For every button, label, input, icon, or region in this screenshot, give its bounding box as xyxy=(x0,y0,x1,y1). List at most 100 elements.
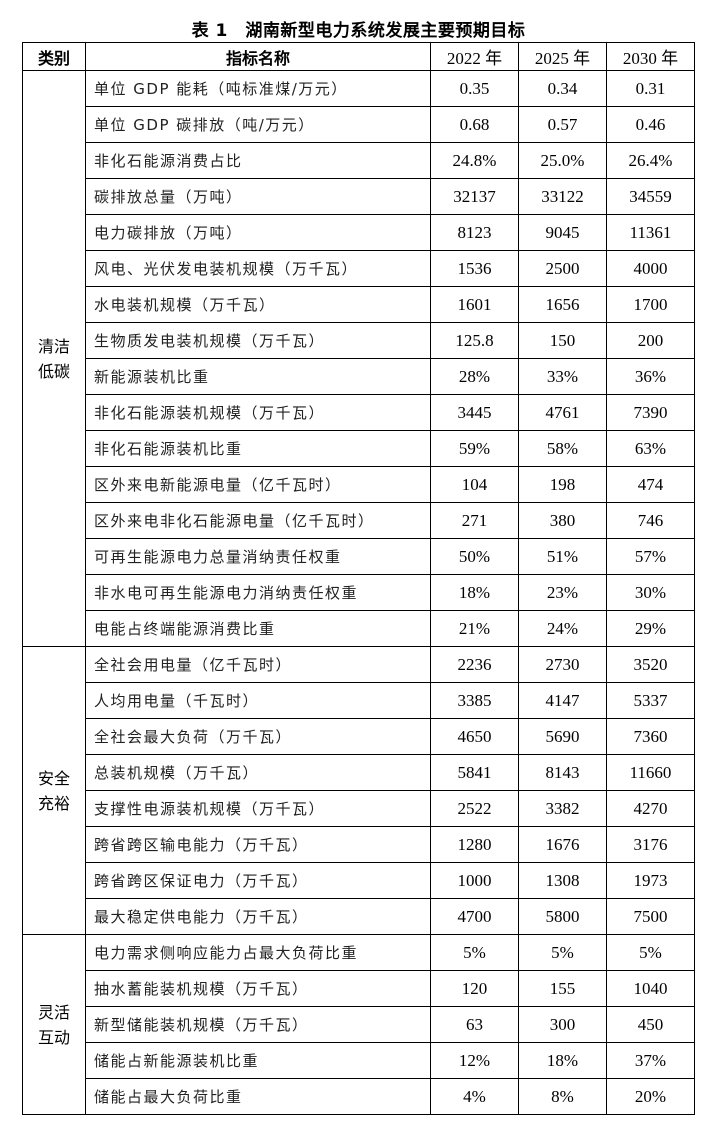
indicator-name: 电力需求侧响应能力占最大负荷比重 xyxy=(85,934,431,971)
indicator-name: 电能占终端能源消费比重 xyxy=(85,610,431,647)
table-row: 水电装机规模（万千瓦） 1601 1656 1700 xyxy=(23,286,695,323)
indicator-name: 非水电可再生能源电力消纳责任权重 xyxy=(85,574,431,611)
value-2022: 4% xyxy=(430,1078,519,1115)
value-2025: 155 xyxy=(518,970,607,1007)
value-2025: 2730 xyxy=(518,646,607,683)
value-2025: 51% xyxy=(518,538,607,575)
indicator-name: 水电装机规模（万千瓦） xyxy=(85,286,431,323)
value-2022: 120 xyxy=(430,970,519,1007)
value-2022: 63 xyxy=(430,1006,519,1043)
indicator-name: 电力碳排放（万吨） xyxy=(85,214,431,251)
value-2030: 26.4% xyxy=(606,142,695,179)
value-2025: 5800 xyxy=(518,898,607,935)
table-row: 最大稳定供电能力（万千瓦） 4700 5800 7500 xyxy=(23,898,695,935)
value-2030: 0.46 xyxy=(606,106,695,143)
value-2022: 12% xyxy=(430,1042,519,1079)
indicator-name: 可再生能源电力总量消纳责任权重 xyxy=(85,538,431,575)
table-row: 新型储能装机规模（万千瓦） 63 300 450 xyxy=(23,1006,695,1043)
value-2022: 5841 xyxy=(430,754,519,791)
value-2025: 9045 xyxy=(518,214,607,251)
value-2022: 125.8 xyxy=(430,322,519,359)
value-2030: 450 xyxy=(606,1006,695,1043)
value-2025: 4761 xyxy=(518,394,607,431)
value-2030: 4000 xyxy=(606,250,695,287)
value-2030: 20% xyxy=(606,1078,695,1115)
value-2030: 1700 xyxy=(606,286,695,323)
indicator-name: 总装机规模（万千瓦） xyxy=(85,754,431,791)
indicator-name: 单位 GDP 能耗（吨标准煤/万元） xyxy=(85,70,431,107)
value-2030: 7500 xyxy=(606,898,695,935)
table-row: 生物质发电装机规模（万千瓦） 125.8 150 200 xyxy=(23,322,695,359)
value-2030: 11660 xyxy=(606,754,695,791)
value-2030: 3176 xyxy=(606,826,695,863)
indicator-name: 风电、光伏发电装机规模（万千瓦） xyxy=(85,250,431,287)
value-2025: 1676 xyxy=(518,826,607,863)
value-2030: 34559 xyxy=(606,178,695,215)
indicator-name: 储能占新能源装机比重 xyxy=(85,1042,431,1079)
table-row: 可再生能源电力总量消纳责任权重 50% 51% 57% xyxy=(23,538,695,575)
indicator-name: 单位 GDP 碳排放（吨/万元） xyxy=(85,106,431,143)
value-2030: 5337 xyxy=(606,682,695,719)
value-2022: 18% xyxy=(430,574,519,611)
value-2025: 8143 xyxy=(518,754,607,791)
value-2025: 24% xyxy=(518,610,607,647)
value-2025: 8% xyxy=(518,1078,607,1115)
value-2022: 3385 xyxy=(430,682,519,719)
indicator-name: 非化石能源消费占比 xyxy=(85,142,431,179)
value-2022: 1601 xyxy=(430,286,519,323)
value-2025: 300 xyxy=(518,1006,607,1043)
value-2022: 5% xyxy=(430,934,519,971)
table-row: 人均用电量（千瓦时） 3385 4147 5337 xyxy=(23,682,695,719)
targets-table: 类别 指标名称 2022 年 2025 年 2030 年 清洁 低碳 单位 GDP… xyxy=(22,42,695,1115)
value-2030: 7390 xyxy=(606,394,695,431)
header-indicator: 指标名称 xyxy=(85,42,431,71)
value-2022: 1000 xyxy=(430,862,519,899)
value-2030: 4270 xyxy=(606,790,695,827)
value-2030: 36% xyxy=(606,358,695,395)
category-cell: 清洁 低碳 xyxy=(22,70,86,647)
value-2025: 380 xyxy=(518,502,607,539)
value-2025: 33122 xyxy=(518,178,607,215)
value-2022: 50% xyxy=(430,538,519,575)
table-row: 非化石能源装机比重 59% 58% 63% xyxy=(23,430,695,467)
category-cell: 灵活 互动 xyxy=(22,934,86,1115)
indicator-name: 最大稳定供电能力（万千瓦） xyxy=(85,898,431,935)
value-2022: 4650 xyxy=(430,718,519,755)
table-row: 非化石能源装机规模（万千瓦） 3445 4761 7390 xyxy=(23,394,695,431)
value-2030: 30% xyxy=(606,574,695,611)
value-2030: 63% xyxy=(606,430,695,467)
value-2025: 25.0% xyxy=(518,142,607,179)
value-2025: 198 xyxy=(518,466,607,503)
value-2030: 1973 xyxy=(606,862,695,899)
value-2025: 5% xyxy=(518,934,607,971)
header-2022: 2022 年 xyxy=(430,42,519,71)
table-title: 表 1 湖南新型电力系统发展主要预期目标 xyxy=(191,21,526,41)
table-row: 非水电可再生能源电力消纳责任权重 18% 23% 30% xyxy=(23,574,695,611)
value-2030: 7360 xyxy=(606,718,695,755)
value-2022: 0.35 xyxy=(430,70,519,107)
value-2022: 8123 xyxy=(430,214,519,251)
value-2022: 1536 xyxy=(430,250,519,287)
value-2025: 2500 xyxy=(518,250,607,287)
value-2030: 474 xyxy=(606,466,695,503)
table-row: 跨省跨区保证电力（万千瓦） 1000 1308 1973 xyxy=(23,862,695,899)
value-2025: 33% xyxy=(518,358,607,395)
value-2025: 4147 xyxy=(518,682,607,719)
header-2030: 2030 年 xyxy=(606,42,695,71)
table-row: 电力碳排放（万吨） 8123 9045 11361 xyxy=(23,214,695,251)
indicator-name: 非化石能源装机规模（万千瓦） xyxy=(85,394,431,431)
value-2022: 3445 xyxy=(430,394,519,431)
table-row: 非化石能源消费占比 24.8% 25.0% 26.4% xyxy=(23,142,695,179)
table-row: 抽水蓄能装机规模（万千瓦） 120 155 1040 xyxy=(23,970,695,1007)
value-2030: 200 xyxy=(606,322,695,359)
value-2025: 1308 xyxy=(518,862,607,899)
value-2022: 28% xyxy=(430,358,519,395)
indicator-name: 跨省跨区保证电力（万千瓦） xyxy=(85,862,431,899)
table-row: 安全 充裕 全社会用电量（亿千瓦时） 2236 2730 3520 xyxy=(22,646,695,935)
value-2022: 2236 xyxy=(430,646,519,683)
value-2025: 150 xyxy=(518,322,607,359)
table-row: 支撑性电源装机规模（万千瓦） 2522 3382 4270 xyxy=(23,790,695,827)
value-2022: 59% xyxy=(430,430,519,467)
table-row: 区外来电非化石能源电量（亿千瓦时） 271 380 746 xyxy=(23,502,695,539)
indicator-name: 新型储能装机规模（万千瓦） xyxy=(85,1006,431,1043)
